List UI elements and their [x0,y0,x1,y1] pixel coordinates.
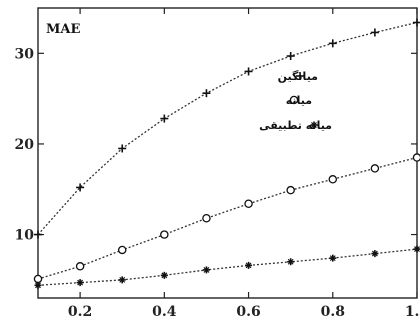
marker-star-d2 [161,272,168,279]
data-point [33,274,43,284]
series-line [37,21,418,236]
series-3 [34,245,420,289]
x-tick-label: 0.8 [321,304,345,320]
data-point [413,18,420,27]
y-tick-label: 30 [15,46,35,62]
marker-star-d2 [119,276,126,283]
data-point [287,258,295,266]
series-2 [33,153,420,284]
data-point [118,276,126,284]
series-line [37,156,418,280]
marker-star-d2 [35,282,41,289]
marker-star-d2 [77,279,84,286]
data-point [286,185,295,195]
data-point [329,254,337,262]
marker-circle [202,213,211,223]
legend-marker [310,121,318,129]
data-point [117,245,127,255]
marker-circle [75,262,85,271]
marker-star-d2 [311,122,317,128]
marker-star-d2 [329,255,336,262]
data-point [370,28,379,37]
marker-circle [328,175,338,184]
data-point [118,144,127,153]
data-point [202,266,210,274]
legend-label: میانه [286,94,312,107]
x-tick-label: 0.2 [68,304,92,320]
marker-circle [289,95,299,105]
marker-circle [244,199,253,208]
marker-circle [33,274,43,284]
marker-circle [117,245,127,255]
legend-label: میانه تطبیقی [259,119,332,132]
data-point [160,230,169,239]
marker-circle [286,185,295,195]
legend-entry-1: میانگین [278,70,318,83]
data-point [286,52,295,61]
marker-star-d2 [414,246,420,252]
y-axis-label: MAE [46,22,80,37]
legend-entry-3: میانه تطبیقی [259,119,332,132]
plot-frame [37,7,418,299]
marker-star-d2 [371,250,378,257]
data-point [412,153,420,162]
marker-circle [160,230,169,239]
marker-star-d2 [245,262,252,269]
y-tick-label: 20 [15,137,35,153]
marker-star-d2 [203,266,210,273]
marker-circle [370,164,380,173]
data-point [160,114,169,123]
data-point [370,164,380,173]
legend-entry-2: میانه [286,94,312,107]
series-line [37,248,418,286]
marker-star-d2 [287,258,294,265]
data-point [76,183,85,192]
data-point [328,39,337,48]
data-point [160,271,168,279]
data-point [245,261,253,269]
data-point [371,250,379,258]
data-point [413,245,420,253]
data-point [76,279,84,287]
x-tick-label: 0.6 [236,304,260,320]
marker-circle [412,153,420,162]
data-point [244,199,253,208]
y-tick-label: 10 [15,228,35,244]
data-point [202,89,211,98]
data-point [244,67,253,76]
data-point [34,230,42,239]
legend-label: میانگین [278,70,318,83]
data-point [202,213,211,223]
legend-marker [296,72,304,80]
x-tick-label: 0.4 [152,304,177,320]
series-1 [34,18,420,239]
legend-marker [289,95,299,105]
data-point [75,262,85,271]
data-point [328,175,338,184]
data-point [34,281,42,289]
x-tick-label: 1.0 [405,304,420,320]
